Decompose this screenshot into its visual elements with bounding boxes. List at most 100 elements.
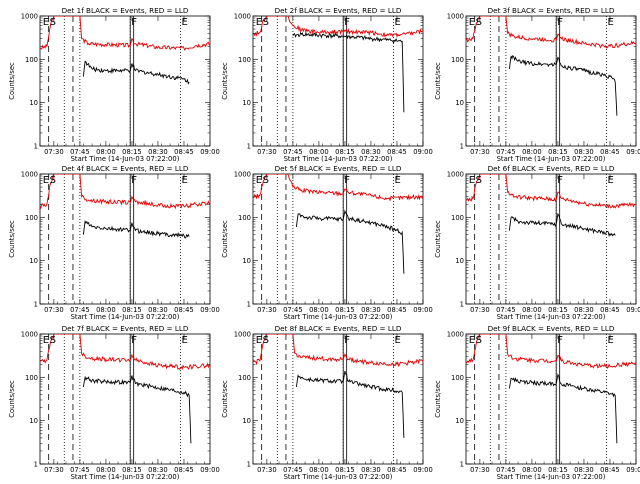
y-tick-label: 100: [238, 214, 251, 222]
y-tick-label: 1: [34, 143, 38, 151]
chart-title: Det 9f BLACK = Events, RED = LLD: [488, 324, 615, 333]
event-marker-e: E: [395, 335, 401, 346]
y-tick-label: 1000: [234, 171, 251, 179]
x-tick-label: 08:30: [148, 466, 168, 474]
event-marker-s: S: [476, 17, 482, 28]
y-tick-label: 1: [460, 301, 464, 309]
chart-title: Det 4f BLACK = Events, RED = LLD: [62, 164, 189, 173]
y-tick-label: 1000: [21, 171, 38, 179]
x-tick-label: 08:45: [600, 306, 620, 314]
x-tick-label: 08:30: [361, 306, 381, 314]
plot-frame: [465, 333, 637, 465]
event-marker-e: E: [395, 17, 401, 28]
y-tick-label: 10: [29, 257, 38, 265]
event-marker-s: S: [476, 175, 482, 186]
x-tick-label: 07:30: [257, 466, 277, 474]
plot-frame: [465, 15, 637, 147]
series-lld-line: [466, 334, 636, 370]
x-tick-label: 08:30: [574, 306, 594, 314]
x-tick-label: 07:30: [470, 148, 490, 156]
plot-frame: [465, 173, 637, 305]
x-tick-label: 08:15: [548, 466, 568, 474]
event-marker-f: F: [557, 175, 563, 186]
event-marker-e: E: [256, 335, 262, 346]
chart-panel-8: Det 8f BLACK = Events, RED = LLD 1 10 100 10…: [221, 324, 433, 481]
series-lld-line: [253, 334, 423, 368]
series-events-line: [82, 375, 192, 444]
chart-panel-9: Det 9f BLACK = Events, RED = LLD 1 10 100 10…: [434, 324, 640, 481]
x-tick-label: 07:45: [70, 466, 90, 474]
event-marker-f: F: [131, 175, 137, 186]
y-tick-label: 1000: [447, 13, 464, 21]
y-tick-label: 100: [25, 56, 38, 64]
x-tick-label: 09:00: [200, 306, 220, 314]
event-marker-e: E: [608, 17, 614, 28]
x-tick-label: 08:15: [335, 148, 355, 156]
y-tick-label: 1000: [447, 171, 464, 179]
chart-panel-2: Det 2f BLACK = Events, RED = LLD 1 10 100 10…: [221, 6, 433, 163]
plot-frame: [39, 15, 211, 147]
event-marker-e: E: [469, 17, 475, 28]
event-marker-f: F: [557, 17, 563, 28]
y-tick-label: 10: [29, 99, 38, 107]
series-lld-line: [466, 174, 636, 209]
event-marker-s: S: [263, 335, 269, 346]
x-tick-label: 08:00: [96, 466, 116, 474]
x-tick-label: 08:45: [387, 306, 407, 314]
chart-title: Det 2f BLACK = Events, RED = LLD: [275, 6, 402, 15]
x-tick-label: 07:30: [470, 306, 490, 314]
y-axis-label: Counts/sec: [434, 62, 442, 100]
x-tick-label: 09:00: [626, 306, 640, 314]
event-marker-s: S: [476, 335, 482, 346]
x-tick-label: 08:30: [361, 148, 381, 156]
plot-frame: [39, 173, 211, 305]
y-tick-label: 10: [242, 417, 251, 425]
event-marker-f: F: [557, 335, 563, 346]
chart-title: Det 5f BLACK = Events, RED = LLD: [275, 164, 402, 173]
x-tick-label: 09:00: [626, 148, 640, 156]
series-events-line: [82, 60, 190, 85]
x-tick-label: 08:00: [309, 306, 329, 314]
event-marker-e: E: [182, 175, 188, 186]
y-tick-label: 10: [242, 257, 251, 265]
x-tick-label: 08:00: [522, 306, 542, 314]
event-marker-e: E: [608, 335, 614, 346]
x-tick-label: 08:30: [361, 466, 381, 474]
event-marker-e: E: [395, 175, 401, 186]
event-marker-e: E: [256, 175, 262, 186]
x-tick-label: 08:00: [309, 148, 329, 156]
y-tick-label: 1: [460, 143, 464, 151]
x-axis-label: Start Time (14-Jun-03 07:22:00): [284, 155, 393, 163]
event-marker-e: E: [608, 175, 614, 186]
series-lld-line: [40, 16, 210, 52]
x-tick-label: 07:30: [257, 148, 277, 156]
y-axis-label: Counts/sec: [221, 220, 229, 258]
plot-frame: [252, 173, 424, 305]
event-marker-f: F: [344, 335, 350, 346]
y-axis-label: Counts/sec: [8, 62, 16, 100]
event-marker-s: S: [50, 335, 56, 346]
x-tick-label: 07:45: [496, 466, 516, 474]
x-tick-label: 08:00: [522, 148, 542, 156]
y-tick-label: 100: [25, 374, 38, 382]
plot-frame: [252, 333, 424, 465]
x-tick-label: 07:30: [44, 148, 64, 156]
x-tick-label: 08:00: [309, 466, 329, 474]
series-events-line: [508, 54, 618, 116]
y-tick-label: 100: [451, 214, 464, 222]
series-events-line: [292, 31, 405, 113]
event-marker-e: E: [256, 17, 262, 28]
x-tick-label: 09:00: [200, 148, 220, 156]
event-marker-s: S: [50, 175, 56, 186]
y-tick-label: 100: [238, 374, 251, 382]
x-tick-label: 08:30: [148, 306, 168, 314]
event-marker-e: E: [182, 17, 188, 28]
event-marker-f: F: [131, 335, 137, 346]
y-tick-label: 1000: [21, 331, 38, 339]
y-tick-label: 100: [238, 56, 251, 64]
y-tick-label: 1000: [234, 331, 251, 339]
x-tick-label: 08:15: [548, 306, 568, 314]
event-marker-f: F: [131, 17, 137, 28]
x-tick-label: 07:45: [283, 306, 303, 314]
series-lld-line: [253, 174, 423, 201]
